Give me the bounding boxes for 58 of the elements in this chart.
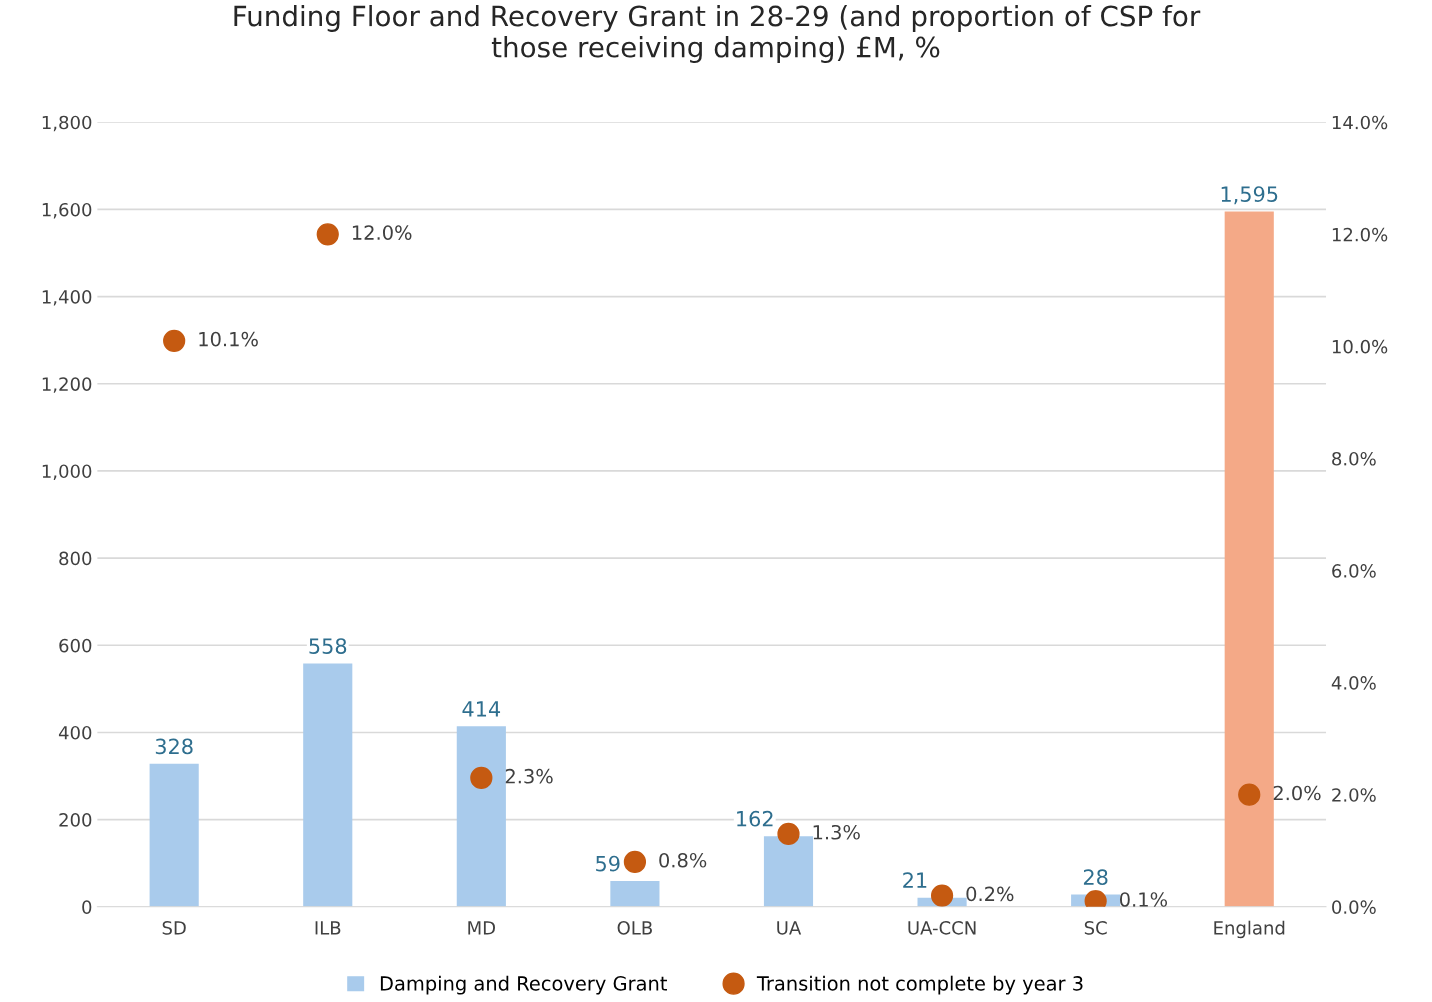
y-tick-label: 1,200	[42, 377, 92, 393]
bar	[610, 881, 660, 907]
bar	[149, 763, 199, 907]
data-label: 0.8%	[659, 852, 707, 868]
x-tick-label: UA-CCN	[908, 921, 976, 935]
bar	[763, 836, 814, 907]
y-tick-label: 1,800	[42, 115, 92, 132]
chart-title: Funding Floor and Recovery Grant in 28-29 (and proportion of CSP for those receiving damping) £M, %	[234, 5, 1201, 63]
data-label: 1,595	[1221, 186, 1278, 205]
data-label: 414	[462, 701, 501, 717]
y2-tick-label: 0.0%	[1332, 900, 1376, 914]
y-tick-label: 600	[59, 638, 92, 653]
x-tick-label: SD	[162, 921, 186, 935]
data-label: 0.1%	[1119, 892, 1168, 907]
data-label: 1.3%	[813, 824, 860, 840]
x-tick-label: ILB	[315, 921, 341, 935]
point	[470, 766, 493, 790]
data-label: 162	[737, 810, 773, 827]
x-tick-label: England	[1214, 920, 1285, 939]
y2-tick-label: 4.0%	[1331, 676, 1376, 690]
bar	[303, 663, 353, 907]
data-label: 12.0%	[352, 225, 412, 240]
data-label: 28	[1083, 869, 1108, 886]
data-label: 558	[309, 638, 347, 654]
point	[163, 329, 186, 352]
y2-tick-label: 8.0%	[1332, 451, 1376, 466]
y2-tick-label: 2.0%	[1332, 788, 1376, 802]
point	[1238, 783, 1261, 806]
y2-tick-label: 14.0%	[1332, 115, 1388, 130]
y-tick-label: 200	[59, 813, 92, 827]
data-label: 21	[903, 872, 927, 888]
x-tick-label: UA	[777, 921, 802, 935]
y-tick-label: 1,000	[42, 464, 92, 480]
y2-tick-label: 6.0%	[1332, 564, 1376, 578]
y-tick-label: 800	[59, 551, 92, 566]
y2-tick-label: 12.0%	[1332, 227, 1388, 242]
data-label: 328	[155, 738, 193, 755]
legend-label: Damping and Recovery Grant	[380, 975, 667, 995]
y-tick-label: 0	[82, 900, 92, 914]
point	[316, 223, 339, 246]
data-label: 0.2%	[966, 886, 1014, 902]
point	[777, 822, 800, 846]
x-tick-label: MD	[468, 921, 495, 935]
x-tick-label: OLB	[617, 921, 652, 935]
y2-tick-label: 10.0%	[1332, 339, 1388, 354]
point	[930, 884, 954, 907]
data-label: 2.3%	[505, 768, 553, 784]
legend-label: Transition not complete by year 3	[756, 975, 1083, 995]
bar	[456, 726, 506, 907]
data-label: 10.1%	[199, 331, 258, 347]
point	[623, 850, 647, 874]
y-tick-label: 400	[58, 725, 92, 740]
y-tick-label: 1,400	[42, 290, 92, 306]
data-label: 2.0%	[1273, 785, 1321, 801]
x-tick-label: SC	[1084, 921, 1107, 935]
data-label: 59	[596, 855, 620, 872]
bar	[1224, 211, 1274, 907]
y-tick-label: 1,600	[42, 202, 92, 219]
